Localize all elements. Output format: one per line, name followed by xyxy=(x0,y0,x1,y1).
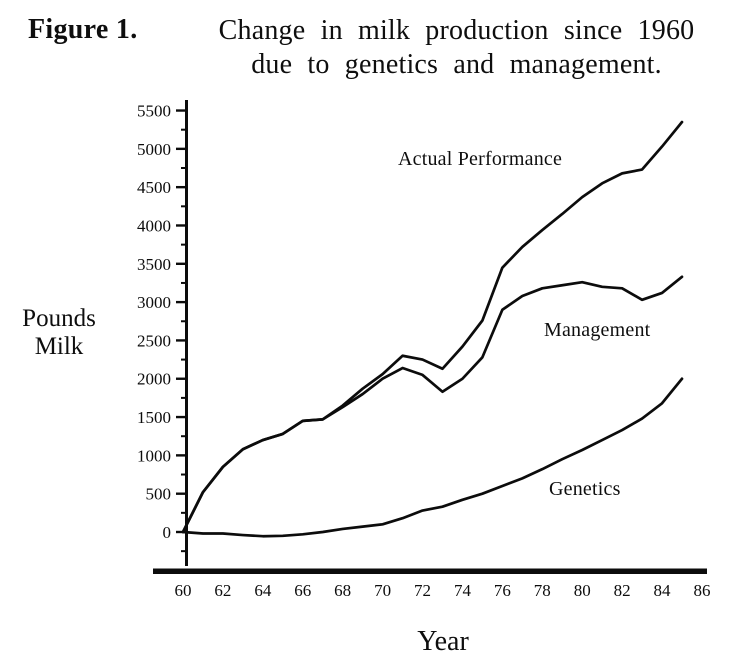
y-tick-label: 500 xyxy=(146,485,172,504)
y-tick-label: 2000 xyxy=(137,370,171,389)
series-label-actual-performance: Actual Performance xyxy=(398,148,563,170)
figure-title: Change in milk production since 1960 due… xyxy=(190,14,724,82)
y-tick-label: 1500 xyxy=(137,408,171,427)
series-line-genetics xyxy=(181,377,684,538)
figure-title-line1: Change in milk production since 1960 xyxy=(218,15,695,46)
x-tick-label: 86 xyxy=(693,581,710,600)
y-tick-label: 4500 xyxy=(137,178,171,197)
y-axis-title-line1: Pounds xyxy=(22,305,96,332)
x-axis-tick-labels: 60 62 64 66 68 70 72 74 76 78 80 82 84 86 xyxy=(175,581,711,600)
y-axis-ticks: 0 500 1000 1500 2000 2500 3000 3500 4000 4500 5000… xyxy=(137,102,188,553)
x-tick-label: 78 xyxy=(534,581,551,600)
x-tick-label: 76 xyxy=(494,581,511,600)
x-tick-label: 60 xyxy=(175,581,192,600)
x-tick-label: 74 xyxy=(454,581,472,600)
y-tick-label: 2500 xyxy=(137,331,171,350)
x-tick-label: 64 xyxy=(254,581,272,600)
y-axis-title: Pounds Milk xyxy=(10,305,108,361)
x-axis-baseline xyxy=(153,568,707,574)
y-tick-label: 1000 xyxy=(137,446,171,465)
series-line-management xyxy=(181,275,684,534)
figure-title-line2: due to genetics and management. xyxy=(251,49,662,80)
x-tick-label: 82 xyxy=(614,581,631,600)
y-tick-label: 4000 xyxy=(137,216,171,235)
x-tick-label: 70 xyxy=(374,581,391,600)
series-label-genetics: Genetics xyxy=(549,478,621,500)
y-axis-title-line2: Milk xyxy=(34,333,84,360)
x-tick-label: 66 xyxy=(294,581,311,600)
figure-label: Figure 1. xyxy=(28,14,138,45)
y-tick-label: 5000 xyxy=(137,140,171,159)
y-tick-label: 5500 xyxy=(137,102,171,121)
y-tick-label: 0 xyxy=(163,523,172,542)
x-tick-label: 62 xyxy=(214,581,231,600)
series-label-management: Management xyxy=(544,319,651,341)
figure-caption: Figure 1. Change in milk production sinc… xyxy=(28,14,724,82)
y-tick-label: 3500 xyxy=(137,255,171,274)
x-tick-label: 80 xyxy=(574,581,591,600)
x-axis-title: Year xyxy=(417,626,469,657)
x-tick-label: 84 xyxy=(654,581,672,600)
x-tick-label: 72 xyxy=(414,581,431,600)
x-tick-label: 68 xyxy=(334,581,351,600)
y-tick-label: 3000 xyxy=(137,293,171,312)
